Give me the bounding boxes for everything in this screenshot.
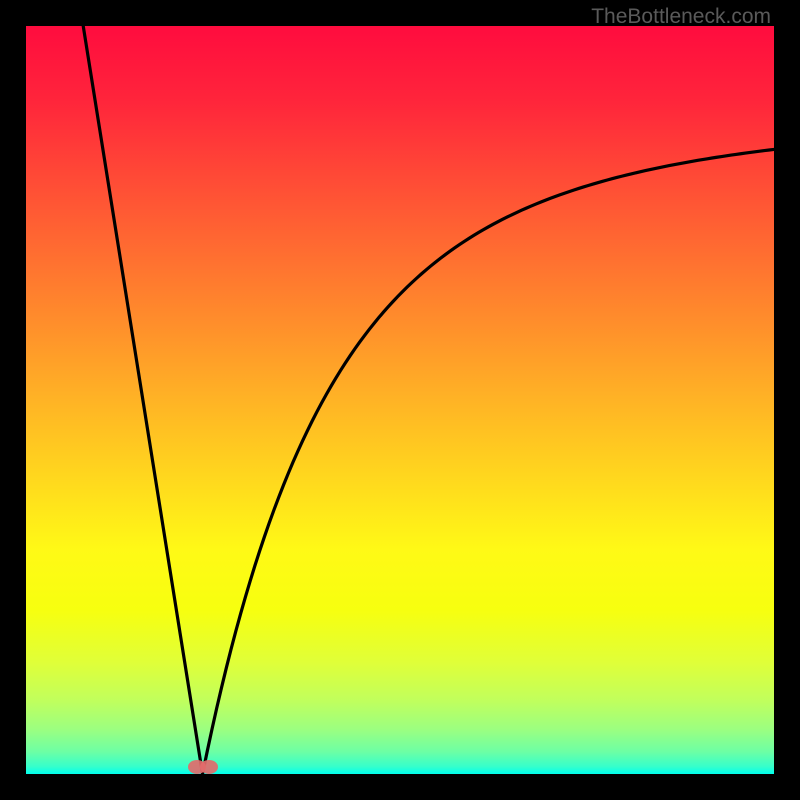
min-marker-1 [200,760,218,774]
bottleneck-curve [0,0,800,800]
watermark-text: TheBottleneck.com [591,5,771,29]
chart-frame: TheBottleneck.com [0,0,800,800]
bottleneck-curve-path [83,26,774,774]
